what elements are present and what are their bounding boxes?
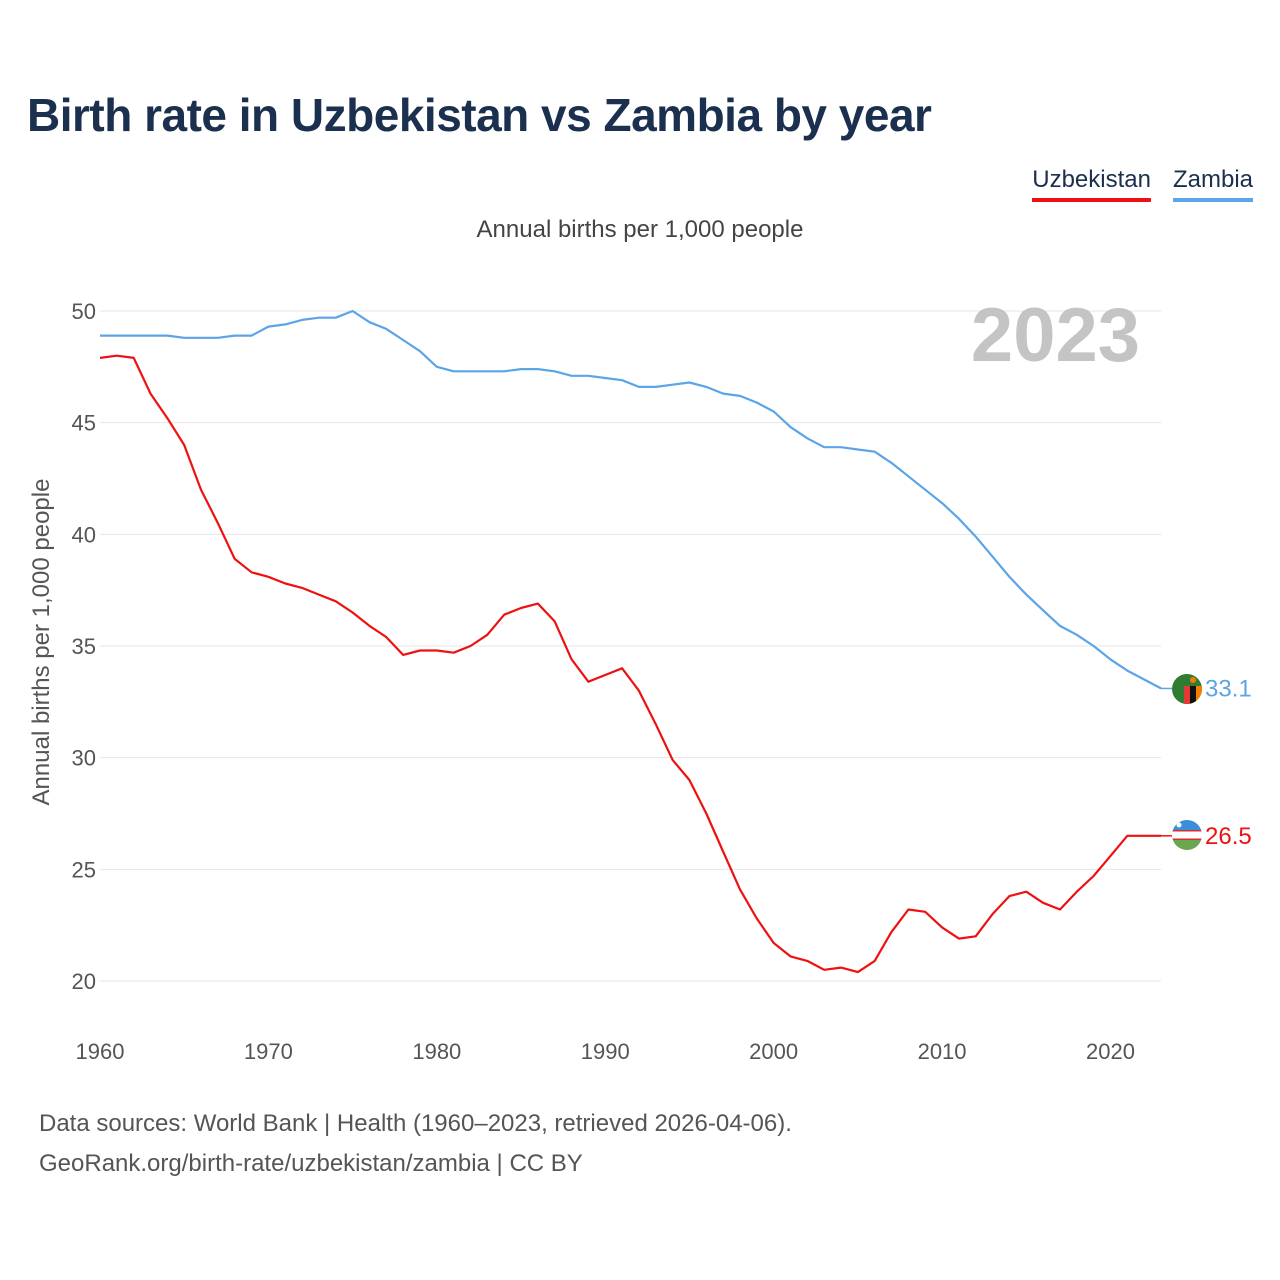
- y-tick-50: 50: [72, 299, 96, 324]
- zambia-flag-icon: [1172, 674, 1202, 704]
- source-link[interactable]: GeoRank.org/birth-rate/uzbekistan/zambia…: [39, 1150, 583, 1177]
- source-line-1: Data sources: World Bank | Health (1960–…: [39, 1110, 792, 1137]
- series-line-uzbekistan[interactable]: [99, 354, 1161, 974]
- uzbekistan-flag-icon: [1172, 820, 1202, 850]
- x-tick-2000: 2000: [749, 1039, 798, 1064]
- legend-item-zambia[interactable]: Zambia: [1172, 166, 1253, 202]
- y-tick-40: 40: [72, 522, 96, 547]
- x-tick-1960: 1960: [76, 1039, 125, 1064]
- x-tick-2010: 2010: [918, 1039, 967, 1064]
- chart-title: Birth rate in Uzbekistan vs Zambia by ye…: [27, 89, 932, 141]
- legend-item-uzbekistan[interactable]: Uzbekistan: [1032, 166, 1151, 202]
- x-tick-1980: 1980: [412, 1039, 461, 1064]
- x-tick-2020: 2020: [1086, 1039, 1135, 1064]
- year-watermark: 2023: [971, 293, 1140, 378]
- x-tick-1970: 1970: [244, 1039, 293, 1064]
- y-tick-45: 45: [72, 411, 96, 436]
- end-value-label-uzbekistan: 26.5: [1205, 823, 1252, 850]
- x-tick-1990: 1990: [581, 1039, 630, 1064]
- legend: Uzbekistan Zambia: [1032, 166, 1253, 202]
- series-line-zambia[interactable]: [100, 309, 1162, 690]
- y-tick-35: 35: [72, 634, 96, 659]
- y-tick-20: 20: [72, 969, 96, 994]
- end-value-label-zambia: 33.1: [1205, 675, 1252, 702]
- chart-subtitle: Annual births per 1,000 people: [476, 216, 804, 243]
- y-tick-25: 25: [72, 857, 96, 882]
- source-note: Data sources: World Bank | Health (1960–…: [39, 1104, 792, 1184]
- y-tick-30: 30: [72, 746, 96, 771]
